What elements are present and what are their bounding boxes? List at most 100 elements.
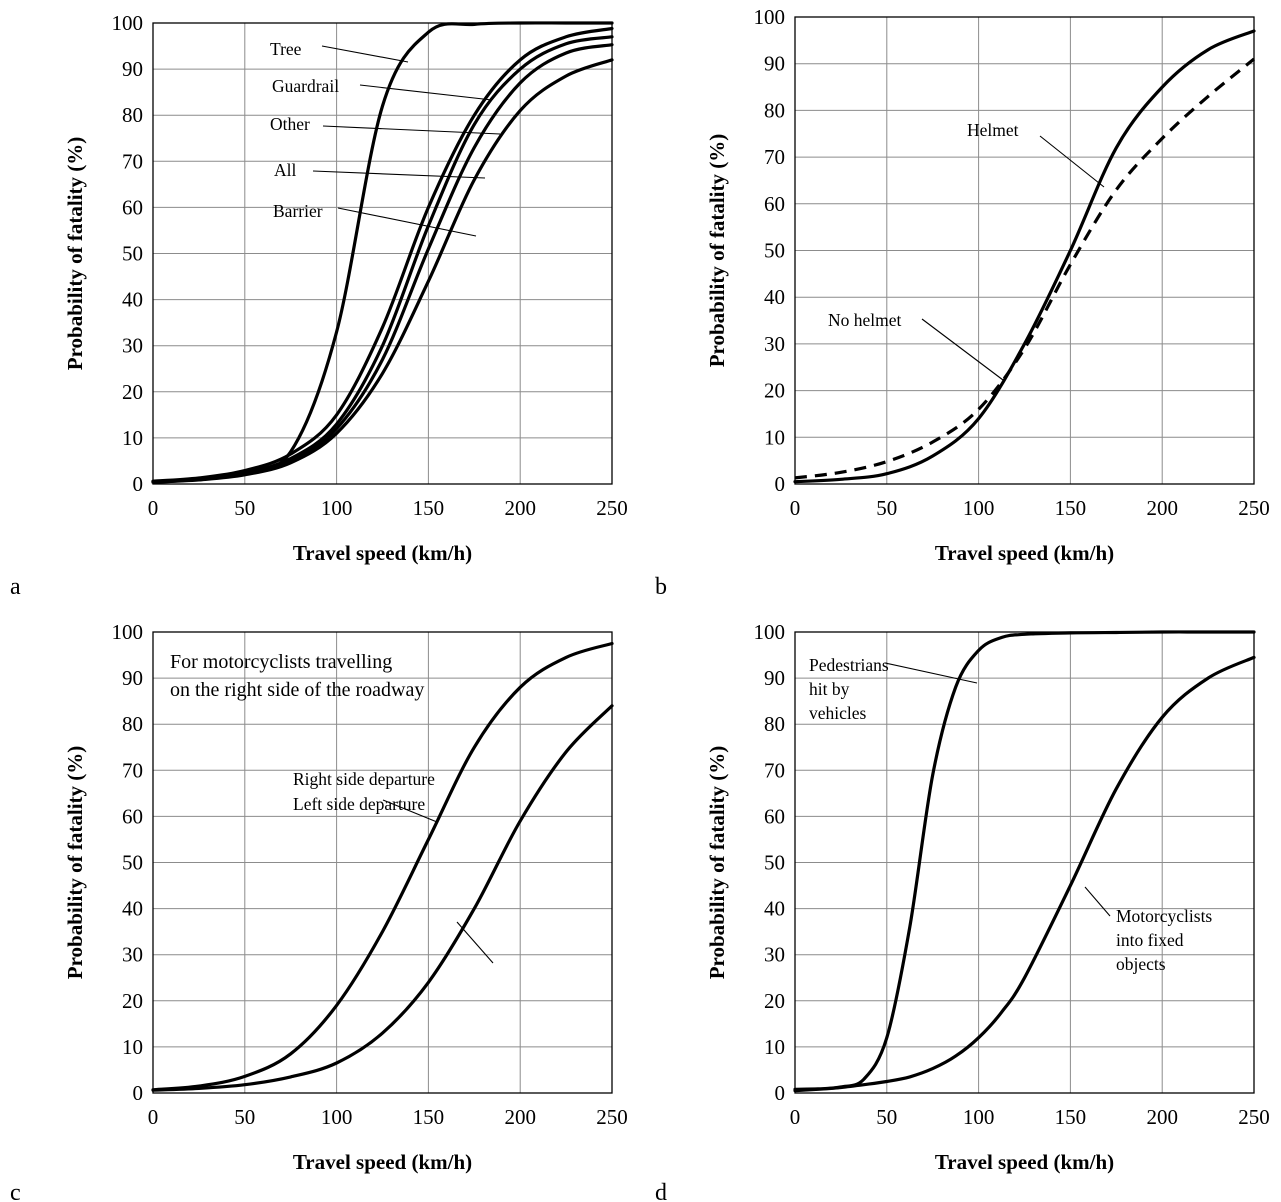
y-axis-title: Probability of fatality (%)	[63, 746, 87, 980]
x-axis-title: Travel speed (km/h)	[293, 1150, 472, 1174]
series-annotation-label: Tree	[270, 39, 302, 59]
y-tick-label: 80	[764, 712, 785, 736]
x-tick-label: 250	[596, 496, 628, 520]
y-tick-label: 70	[764, 758, 785, 782]
series-line-no-helmet	[794, 57, 1256, 480]
chart-panel-b: 0 50 100 150 200 250 0 10 20 30 40 50 60 70 80 90 100 Tra…	[655, 5, 1270, 600]
x-axis-title: Travel speed (km/h)	[935, 1150, 1114, 1174]
x-tick-label: 100	[963, 496, 995, 520]
series-annotation-label: vehicles	[809, 703, 867, 723]
y-tick-label: 50	[764, 239, 785, 263]
plot-frame	[152, 631, 613, 1094]
x-tick-label: 50	[876, 496, 897, 520]
x-tick-label: 150	[1055, 496, 1087, 520]
series-annotation-label: All	[274, 160, 297, 180]
annotation-leader-line	[382, 799, 438, 823]
annotation-leader-line	[884, 662, 978, 684]
y-tick-label: 40	[764, 285, 785, 309]
x-tick-label: 100	[321, 496, 353, 520]
y-tick-label: 90	[764, 52, 785, 76]
annotation-leader-line	[456, 921, 494, 964]
annotation-leader-line	[321, 45, 409, 63]
y-tick-label: 70	[764, 145, 785, 169]
x-tick-label: 50	[234, 496, 255, 520]
x-tick-label: 250	[1238, 496, 1270, 520]
annotation-leader-line	[322, 125, 501, 135]
y-tick-label: 100	[112, 11, 144, 35]
annotation-leader-line	[921, 318, 1004, 381]
series-annotation-label: objects	[1116, 954, 1166, 974]
series-annotation-label: Barrier	[273, 201, 323, 221]
y-tick-label: 40	[122, 288, 143, 312]
y-axis-title: Probability of fatality (%)	[705, 746, 729, 980]
annotation-leader-line	[312, 170, 486, 179]
x-tick-label: 200	[504, 1105, 536, 1129]
x-tick-label: 50	[876, 1105, 897, 1129]
y-tick-label: 80	[764, 98, 785, 122]
panel-letter: b	[655, 574, 667, 600]
series-annotation-label: Helmet	[967, 120, 1019, 140]
x-axis-title: Travel speed (km/h)	[935, 541, 1114, 565]
y-tick-label: 80	[122, 712, 143, 736]
y-tick-label: 20	[122, 989, 143, 1013]
y-axis-title: Probability of fatality (%)	[705, 134, 729, 368]
plot-frame	[794, 16, 1255, 485]
chart-panel-c: 0 50 100 150 200 250 0 10 20 30 40 50 60 70 80 90 100 Tra…	[10, 620, 628, 1202]
x-tick-label: 0	[148, 1105, 159, 1129]
y-tick-label: 90	[122, 666, 143, 690]
plot-frame	[152, 22, 613, 485]
series-line-guardrail	[151, 26, 614, 483]
x-tick-label: 250	[1238, 1105, 1270, 1129]
x-tick-label: 150	[413, 496, 445, 520]
x-tick-label: 0	[148, 496, 159, 520]
annotation-leader-line	[1039, 135, 1105, 188]
x-tick-label: 150	[1055, 1105, 1087, 1129]
series-annotation-label: No helmet	[828, 310, 902, 330]
x-tick-label: 200	[1146, 1105, 1178, 1129]
y-tick-label: 0	[133, 1081, 144, 1105]
series-annotation-label: Pedestrians	[809, 655, 889, 675]
plot-frame	[794, 631, 1255, 1094]
series-line-helmet	[793, 29, 1256, 484]
series-annotation-label: Left side departure	[293, 794, 425, 814]
series-line-motorcyclists-into-fixed-objects	[793, 655, 1256, 1093]
y-tick-label: 50	[122, 851, 143, 875]
series-annotation-label: Other	[270, 114, 310, 134]
x-tick-label: 0	[790, 496, 801, 520]
y-tick-label: 0	[133, 472, 144, 496]
x-tick-label: 50	[234, 1105, 255, 1129]
chart-panel-d: 0 50 100 150 200 250 0 10 20 30 40 50 60 70 80 90 100 Tra…	[655, 620, 1270, 1202]
series-annotation-label: hit by	[809, 679, 850, 699]
y-tick-label: 10	[764, 425, 785, 449]
y-axis-title: Probability of fatality (%)	[63, 137, 87, 371]
y-tick-label: 100	[754, 5, 786, 29]
panel-letter: a	[10, 574, 21, 600]
y-tick-label: 90	[764, 666, 785, 690]
y-tick-label: 30	[764, 943, 785, 967]
y-tick-label: 80	[122, 103, 143, 127]
x-tick-label: 150	[413, 1105, 445, 1129]
series-line-right-side-departure	[151, 641, 614, 1092]
y-tick-label: 100	[112, 620, 144, 644]
panel-note-text: on the right side of the roadway	[170, 679, 424, 701]
y-tick-label: 20	[764, 989, 785, 1013]
series-line-barrier	[151, 58, 614, 484]
y-tick-label: 60	[122, 195, 143, 219]
annotation-leader-line	[1084, 886, 1111, 917]
series-line-pedestrians-hit-by-vehicles	[793, 630, 1256, 1091]
y-tick-label: 40	[764, 897, 785, 921]
y-tick-label: 90	[122, 57, 143, 81]
y-tick-label: 70	[122, 758, 143, 782]
x-tick-label: 200	[1146, 496, 1178, 520]
y-tick-label: 50	[764, 851, 785, 875]
series-annotation-label: into fixed	[1116, 930, 1184, 950]
series-line-left-side-departure	[151, 704, 614, 1092]
annotation-leader-line	[337, 207, 477, 237]
x-axis-title: Travel speed (km/h)	[293, 541, 472, 565]
series-annotation-label: Right side departure	[293, 769, 435, 789]
y-tick-label: 60	[764, 804, 785, 828]
y-tick-label: 60	[764, 192, 785, 216]
y-tick-label: 10	[122, 1035, 143, 1059]
panel-note-text: For motorcyclists travelling	[170, 651, 392, 673]
